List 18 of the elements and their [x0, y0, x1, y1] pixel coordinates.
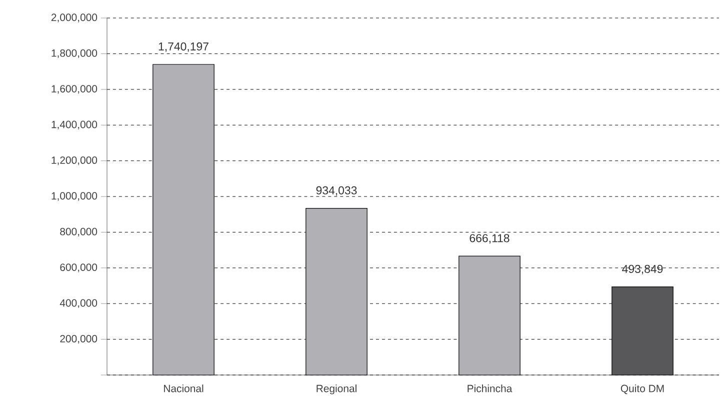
x-tick-label: Regional — [316, 384, 356, 394]
y-tick-label: 1,400,000 — [52, 120, 98, 130]
y-tick-label: 400,000 — [60, 299, 98, 308]
x-tick-label: Pichincha — [468, 384, 512, 392]
y-tick-label: 1,600,000 — [52, 85, 98, 94]
data-label: 666,118 — [470, 234, 510, 244]
y-tick-label: 600,000 — [60, 264, 98, 272]
x-tick-label: Quito DM — [620, 384, 664, 394]
x-tick-label: Nacional — [164, 384, 204, 392]
data-label: 1,740,197 — [158, 42, 208, 52]
y-tick-label: 2,000,000 — [51, 14, 98, 22]
data-label: 934,033 — [316, 186, 357, 196]
y-tick-label: 1,200,000 — [52, 156, 98, 166]
y-tick-label: 200,000 — [60, 334, 98, 344]
data-label: 493,849 — [622, 264, 663, 274]
y-tick-label: 1,800,000 — [52, 49, 98, 58]
y-tick-label: 800,000 — [60, 228, 98, 237]
y-tick-label: 1,000,000 — [52, 192, 98, 201]
